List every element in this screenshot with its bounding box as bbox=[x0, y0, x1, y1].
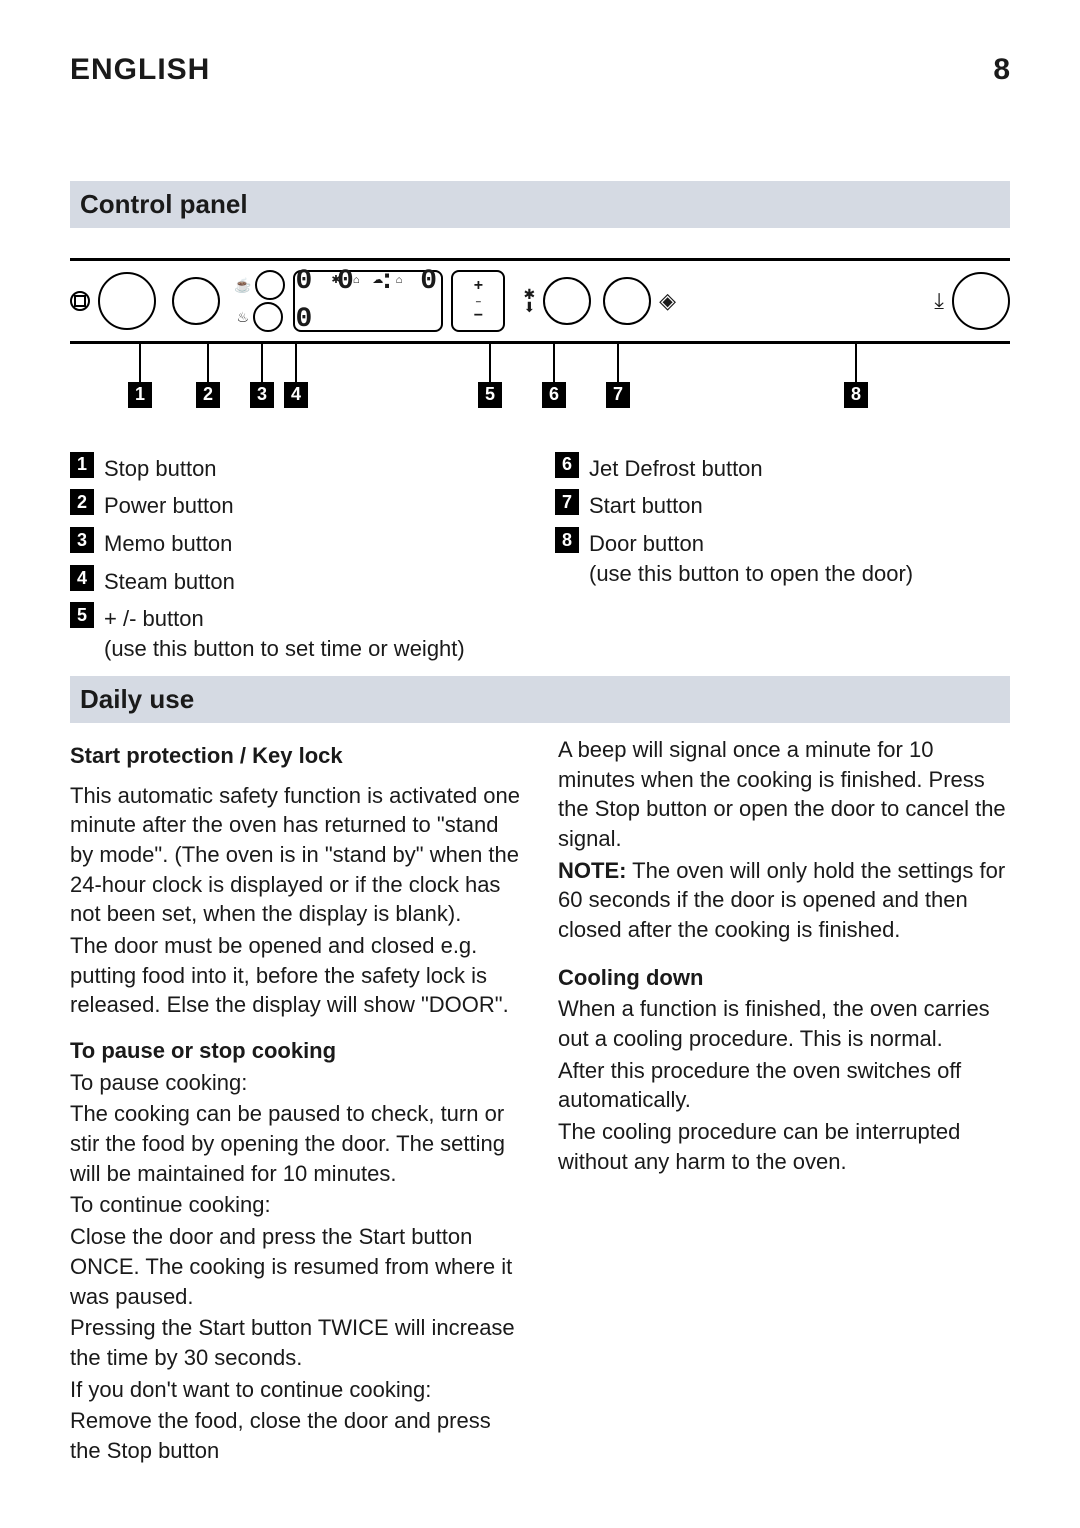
subhead-pause-stop: To pause or stop cooking bbox=[70, 1036, 522, 1066]
legend-label-text: + /- button bbox=[104, 606, 204, 631]
steam-icon: ♨ bbox=[236, 310, 249, 324]
legend-label: Memo button bbox=[104, 527, 232, 559]
ref-num-8: 8 bbox=[844, 382, 868, 408]
knob-2 bbox=[172, 277, 220, 325]
legend-num: 3 bbox=[70, 527, 94, 553]
para: The cooking can be paused to check, turn… bbox=[70, 1099, 522, 1188]
start-icon: ◈ bbox=[659, 286, 676, 316]
para: If you don't want to continue cooking: bbox=[70, 1375, 522, 1405]
door-icon: ⤓ bbox=[934, 286, 944, 316]
legend-label-text: Door button bbox=[589, 531, 704, 556]
legend-label: Stop button bbox=[104, 452, 217, 484]
legend-label: + /- button (use this button to set time… bbox=[104, 602, 465, 663]
para: A beep will signal once a minute for 10 … bbox=[558, 735, 1010, 854]
section-heading-control-panel: Control panel bbox=[70, 181, 1010, 228]
knob-6 bbox=[543, 277, 591, 325]
digital-display: ✱ ⌂ ☁ ⌂ 0 0 : 0 0 bbox=[293, 270, 443, 332]
legend-label: Power button bbox=[104, 489, 234, 521]
para: When a function is finished, the oven ca… bbox=[558, 994, 1010, 1053]
ref-num-1: 1 bbox=[128, 382, 152, 408]
control-panel-diagram: ☕ ♨ ✱ ⌂ ☁ ⌂ 0 0 : 0 0 + ⎯ − ✱⬇ ◈ ⤓ 1 2 3… bbox=[70, 258, 1010, 422]
legend-num: 6 bbox=[555, 452, 579, 478]
language-label: ENGLISH bbox=[70, 50, 210, 91]
ref-num-3: 3 bbox=[250, 382, 274, 408]
para: Remove the food, close the door and pres… bbox=[70, 1406, 522, 1465]
page-header: ENGLISH 8 bbox=[70, 50, 1010, 91]
knob-7 bbox=[603, 277, 651, 325]
para-note: NOTE: The oven will only hold the settin… bbox=[558, 856, 1010, 945]
legend-num: 2 bbox=[70, 489, 94, 515]
subhead-cooling: Cooling down bbox=[558, 963, 1010, 993]
body-columns: Start protection / Key lock This automat… bbox=[70, 735, 1010, 1468]
para: The cooling procedure can be interrupted… bbox=[558, 1117, 1010, 1176]
note-label: NOTE: bbox=[558, 858, 626, 883]
legend-label: Door button (use this button to open the… bbox=[589, 527, 913, 588]
defrost-icon: ✱⬇ bbox=[523, 288, 535, 313]
page-number: 8 bbox=[993, 50, 1010, 91]
column-right: A beep will signal once a minute for 10 … bbox=[558, 735, 1010, 1468]
knob-1 bbox=[98, 272, 156, 330]
para: Pressing the Start button TWICE will inc… bbox=[70, 1313, 522, 1372]
ref-num-5: 5 bbox=[478, 382, 502, 408]
ref-num-7: 7 bbox=[606, 382, 630, 408]
para: The door must be opened and closed e.g. … bbox=[70, 931, 522, 1020]
mini-knob-bot bbox=[253, 302, 283, 332]
legend-num: 8 bbox=[555, 527, 579, 553]
legend-sublabel: (use this button to open the door) bbox=[589, 559, 913, 589]
legend-num: 7 bbox=[555, 489, 579, 515]
ref-num-6: 6 bbox=[542, 382, 566, 408]
cup-icon: ☕ bbox=[234, 278, 251, 292]
legend-num: 1 bbox=[70, 452, 94, 478]
para: After this procedure the oven switches o… bbox=[558, 1056, 1010, 1115]
stop-icon bbox=[70, 291, 90, 311]
ref-lines: 1 2 3 4 5 6 7 8 bbox=[70, 344, 1010, 422]
legend-right: 6 Jet Defrost button 7 Start button 8 Door… bbox=[555, 452, 1010, 670]
legend-num: 5 bbox=[70, 602, 94, 628]
ref-num-2: 2 bbox=[196, 382, 220, 408]
legend-label: Jet Defrost button bbox=[589, 452, 763, 484]
knob-8 bbox=[952, 272, 1010, 330]
plus-minus-box: + ⎯ − bbox=[451, 270, 505, 332]
subhead-start-protection: Start protection / Key lock bbox=[70, 741, 522, 771]
para: This automatic safety function is activa… bbox=[70, 781, 522, 929]
para: To continue cooking: bbox=[70, 1190, 522, 1220]
mini-knob-top bbox=[255, 270, 285, 300]
legend: 1Stop button 2Power button 3Memo button … bbox=[70, 452, 1010, 670]
func-icons-col: ☕ ♨ bbox=[234, 270, 285, 332]
legend-left: 1Stop button 2Power button 3Memo button … bbox=[70, 452, 525, 670]
para: To pause cooking: bbox=[70, 1068, 522, 1098]
para: Close the door and press the Start butto… bbox=[70, 1222, 522, 1311]
column-left: Start protection / Key lock This automat… bbox=[70, 735, 522, 1468]
ref-num-4: 4 bbox=[284, 382, 308, 408]
section-heading-daily-use: Daily use bbox=[70, 676, 1010, 723]
note-text: The oven will only hold the settings for… bbox=[558, 858, 1005, 942]
legend-label: Start button bbox=[589, 489, 703, 521]
panel-strip: ☕ ♨ ✱ ⌂ ☁ ⌂ 0 0 : 0 0 + ⎯ − ✱⬇ ◈ ⤓ bbox=[70, 258, 1010, 344]
display-icons: ✱ ⌂ ☁ ⌂ bbox=[331, 274, 405, 289]
legend-label: Steam button bbox=[104, 565, 235, 597]
legend-sublabel: (use this button to set time or weight) bbox=[104, 634, 465, 664]
legend-num: 4 bbox=[70, 565, 94, 591]
